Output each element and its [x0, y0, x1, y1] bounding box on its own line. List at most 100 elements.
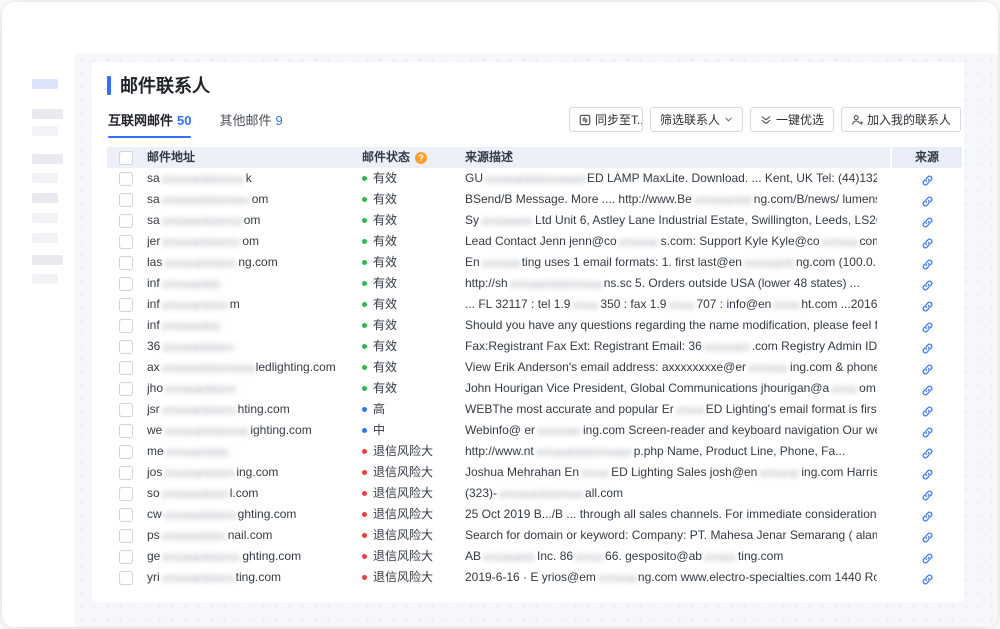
row-checkbox[interactable]	[119, 319, 133, 333]
row-checkbox[interactable]	[119, 172, 133, 186]
source-link-icon[interactable]	[892, 294, 962, 315]
source-link-icon[interactable]	[892, 462, 962, 483]
source-link-icon[interactable]	[892, 483, 962, 504]
email-address: gexmoeanlstxmoeaghting.com	[147, 549, 302, 564]
table-row[interactable]: axxmoeanlstxmoeanlsledlighting.com 有效View…	[107, 357, 962, 378]
sync-button[interactable]: 同步至T...	[568, 107, 643, 132]
row-checkbox[interactable]	[119, 340, 133, 354]
row-checkbox[interactable]	[119, 487, 133, 501]
table-row[interactable]: soxmoeanlstxmol.com 退信风险大(323)-xmoeanlstx…	[107, 483, 962, 504]
source-link-icon[interactable]	[892, 567, 962, 588]
table-row[interactable]: infxmoeanlstxmom 有效... FL 32117 : tel 1.9…	[107, 294, 962, 315]
status-dot	[362, 218, 367, 223]
sidebar-item-placeholder[interactable]	[32, 109, 63, 119]
table-row[interactable]: saxmoeanlstxmoeank 有效GUxmoeanlstxmoeanlst…	[107, 168, 962, 189]
source-link-icon[interactable]	[892, 315, 962, 336]
filter-contacts-button[interactable]: 筛选联系人	[649, 107, 743, 132]
status-dot	[362, 575, 367, 580]
status-dot	[362, 512, 367, 517]
source-link-icon[interactable]	[892, 273, 962, 294]
sidebar-item-placeholder[interactable]	[32, 213, 58, 223]
sidebar-item-placeholder[interactable]	[32, 193, 58, 203]
redacted-text: xmoeanl	[821, 234, 858, 249]
tab-other-mail[interactable]: 其他邮件 9	[219, 110, 282, 138]
email-status: 中	[362, 420, 462, 441]
status-dot	[362, 239, 367, 244]
source-link-icon[interactable]	[892, 420, 962, 441]
source-link-icon[interactable]	[892, 252, 962, 273]
row-checkbox[interactable]	[119, 235, 133, 249]
add-to-my-contacts-button[interactable]: 加入我的联系人	[840, 107, 961, 132]
source-description: (323)-xmoeanlstxmoeanall.com	[465, 486, 624, 501]
row-checkbox[interactable]	[119, 403, 133, 417]
row-checkbox[interactable]	[119, 298, 133, 312]
status-dot	[362, 365, 367, 370]
row-checkbox[interactable]	[119, 361, 133, 375]
table-row[interactable]: mexmoeanlstxm 退信风险大http://www.ntxmoeanlst…	[107, 441, 962, 462]
row-checkbox[interactable]	[119, 550, 133, 564]
tab-internet-mail[interactable]: 互联网邮件 50	[108, 110, 192, 138]
row-checkbox[interactable]	[119, 214, 133, 228]
sidebar-item-placeholder[interactable]	[32, 154, 63, 164]
row-checkbox[interactable]	[119, 571, 133, 585]
row-checkbox[interactable]	[119, 382, 133, 396]
source-description: Search for domain or keyword: Company: P…	[465, 528, 877, 542]
help-icon[interactable]: ?	[415, 151, 428, 164]
source-link-icon[interactable]	[892, 525, 962, 546]
email-address: yrixmoeanlstxmoeting.com	[147, 570, 282, 585]
email-address: saxmoeanlstxmoeanom	[147, 213, 261, 228]
column-header-source: 来源	[892, 147, 962, 168]
sidebar-item-placeholder[interactable]	[32, 173, 58, 183]
status-dot	[362, 428, 367, 433]
email-status: 有效	[362, 252, 462, 273]
source-link-icon[interactable]	[892, 231, 962, 252]
row-checkbox[interactable]	[119, 277, 133, 291]
source-link-icon[interactable]	[892, 546, 962, 567]
source-link-icon[interactable]	[892, 441, 962, 462]
source-link-icon[interactable]	[892, 168, 962, 189]
redacted-text: xmoeanlstxmoe	[161, 402, 236, 417]
sidebar-item-placeholder[interactable]	[32, 79, 58, 89]
row-checkbox[interactable]	[119, 508, 133, 522]
select-all-checkbox[interactable]	[119, 151, 133, 165]
row-checkbox[interactable]	[119, 193, 133, 207]
table-row[interactable]: lasxmoeanlstxmoeng.com 有效Enxmoeanlting us…	[107, 252, 962, 273]
row-checkbox[interactable]	[119, 256, 133, 270]
row-checkbox[interactable]	[119, 466, 133, 480]
table-row[interactable]: gexmoeanlstxmoeaghting.com 退信风险大ABxmoeanl…	[107, 546, 962, 567]
row-checkbox[interactable]	[119, 529, 133, 543]
row-checkbox[interactable]	[119, 424, 133, 438]
sidebar-item-placeholder[interactable]	[32, 126, 58, 136]
source-link-icon[interactable]	[892, 399, 962, 420]
toolbar: 同步至T... 筛选联系人 一键优选	[568, 107, 961, 132]
sidebar-item-placeholder[interactable]	[32, 233, 58, 243]
source-link-icon[interactable]	[892, 210, 962, 231]
source-description: Joshua Mehrahan EnxmoeaED Lighting Sales…	[465, 465, 877, 480]
status-dot	[362, 302, 367, 307]
one-click-optimize-button[interactable]: 一键优选	[749, 107, 834, 132]
source-link-icon[interactable]	[892, 504, 962, 525]
row-checkbox[interactable]	[119, 445, 133, 459]
source-link-icon[interactable]	[892, 357, 962, 378]
redacted-text: xmoea	[773, 297, 799, 312]
redacted-text: xmoeanlstxmoean	[499, 486, 584, 501]
source-link-icon[interactable]	[892, 378, 962, 399]
source-link-icon[interactable]	[892, 189, 962, 210]
source-link-icon[interactable]	[892, 336, 962, 357]
sidebar-item-placeholder[interactable]	[32, 255, 63, 265]
sidebar-item-placeholder[interactable]	[32, 274, 58, 284]
tab-count: 50	[177, 113, 192, 128]
